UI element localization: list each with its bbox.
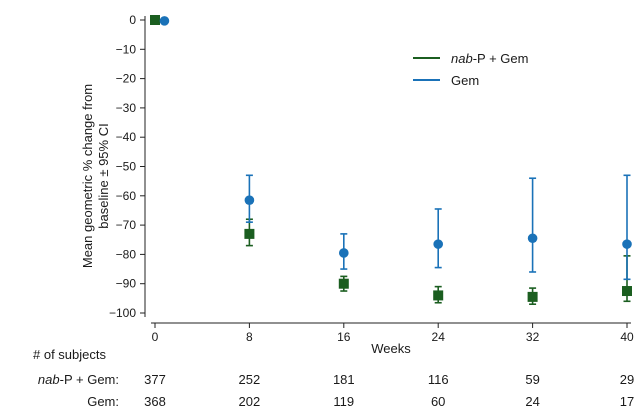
y-tick-label: −70 — [116, 218, 137, 232]
y-tick-label: −30 — [116, 101, 137, 115]
subjects-row-label-gem: Gem: — [87, 394, 119, 409]
data-point — [339, 248, 349, 258]
subjects-table: # of subjects nab-P + Gem: Gem: 377 252 18… — [33, 347, 634, 409]
x-tick-label: 16 — [337, 330, 351, 344]
x-axis: 0 8 16 24 32 40 — [152, 323, 634, 344]
data-point — [338, 278, 349, 289]
subjects-row-label-nab-p-gem: nab-P + Gem: — [38, 372, 119, 387]
subjects-count-cell: 17 — [620, 394, 634, 409]
subjects-count-cell: 252 — [239, 372, 261, 387]
plot-area — [150, 15, 632, 306]
legend-label-italic: nab — [451, 51, 473, 66]
y-tick-label: −50 — [116, 160, 137, 174]
y-tick-label: −20 — [116, 72, 137, 86]
legend-label-nab-p-gem: nab-P + Gem — [451, 51, 528, 66]
row-label-rest: -P + Gem: — [60, 372, 119, 387]
x-tick-label: 24 — [432, 330, 446, 344]
x-axis-label: Weeks — [371, 341, 411, 356]
y-tick-label: −10 — [116, 42, 137, 56]
legend-label-rest: -P + Gem — [473, 51, 529, 66]
axes — [144, 16, 631, 324]
x-tick-label: 40 — [620, 330, 634, 344]
subjects-count-cell: 202 — [239, 394, 261, 409]
subjects-count-cell: 59 — [525, 372, 539, 387]
data-point — [527, 291, 538, 302]
subjects-count-cell: 368 — [144, 394, 166, 409]
x-tick-label: 8 — [246, 330, 253, 344]
x-tick-label: 32 — [526, 330, 540, 344]
y-tick-label: −80 — [116, 247, 137, 261]
subjects-count-cell: 24 — [525, 394, 539, 409]
subjects-table-title: # of subjects — [33, 347, 106, 362]
subjects-table-values: 377 252 181 116 59 29 368 202 119 60 24 17 — [144, 372, 634, 409]
subjects-count-cell: 116 — [428, 372, 449, 387]
row-label-italic: nab — [38, 372, 60, 387]
subjects-count-cell: 377 — [144, 372, 166, 387]
y-tick-label: 0 — [129, 13, 136, 27]
legend-label-gem: Gem — [451, 73, 479, 88]
subjects-count-cell: 119 — [333, 394, 354, 409]
y-axis-label-line-1: Mean geometric % change from — [80, 84, 95, 268]
y-tick-label: −100 — [109, 306, 136, 320]
subjects-count-cell: 29 — [620, 372, 634, 387]
series-nab-p-gem — [150, 15, 632, 306]
y-axis: 0 −10 −20 −30 −40 −50 −60 −70 −80 −90 −100 — [109, 13, 145, 320]
y-tick-label: −90 — [116, 277, 137, 291]
data-point — [622, 239, 632, 249]
data-point — [150, 15, 160, 25]
data-point — [433, 290, 444, 301]
series-gem — [159, 16, 632, 281]
x-tick-label: 0 — [152, 330, 159, 344]
data-point — [244, 195, 255, 205]
subjects-count-cell: 181 — [333, 372, 355, 387]
data-point — [622, 286, 632, 297]
y-tick-label: −40 — [116, 130, 137, 144]
data-point — [159, 16, 170, 26]
y-axis-label-line-2: baseline ± 95% CI — [96, 123, 111, 228]
y-tick-label: −60 — [116, 189, 137, 203]
data-point — [527, 233, 538, 244]
data-point — [244, 228, 255, 239]
data-point — [433, 239, 444, 249]
legend: nab-P + Gem Gem — [413, 51, 528, 88]
subjects-count-cell: 60 — [431, 394, 445, 409]
